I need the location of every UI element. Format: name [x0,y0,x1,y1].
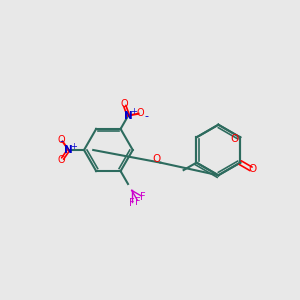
Text: N: N [124,110,133,121]
Text: F: F [135,197,141,207]
Text: O: O [153,154,161,164]
Text: N: N [64,145,73,155]
Text: O: O [58,135,65,145]
Text: O: O [248,164,257,174]
Text: F: F [129,199,134,208]
Text: O: O [231,134,239,144]
Text: +: + [70,142,77,151]
Text: +: + [130,107,137,116]
Text: -: - [59,136,63,146]
Text: O: O [120,99,128,109]
Text: F: F [140,192,146,202]
Text: -: - [145,111,149,121]
Text: O: O [58,155,65,165]
Text: O: O [136,108,144,118]
